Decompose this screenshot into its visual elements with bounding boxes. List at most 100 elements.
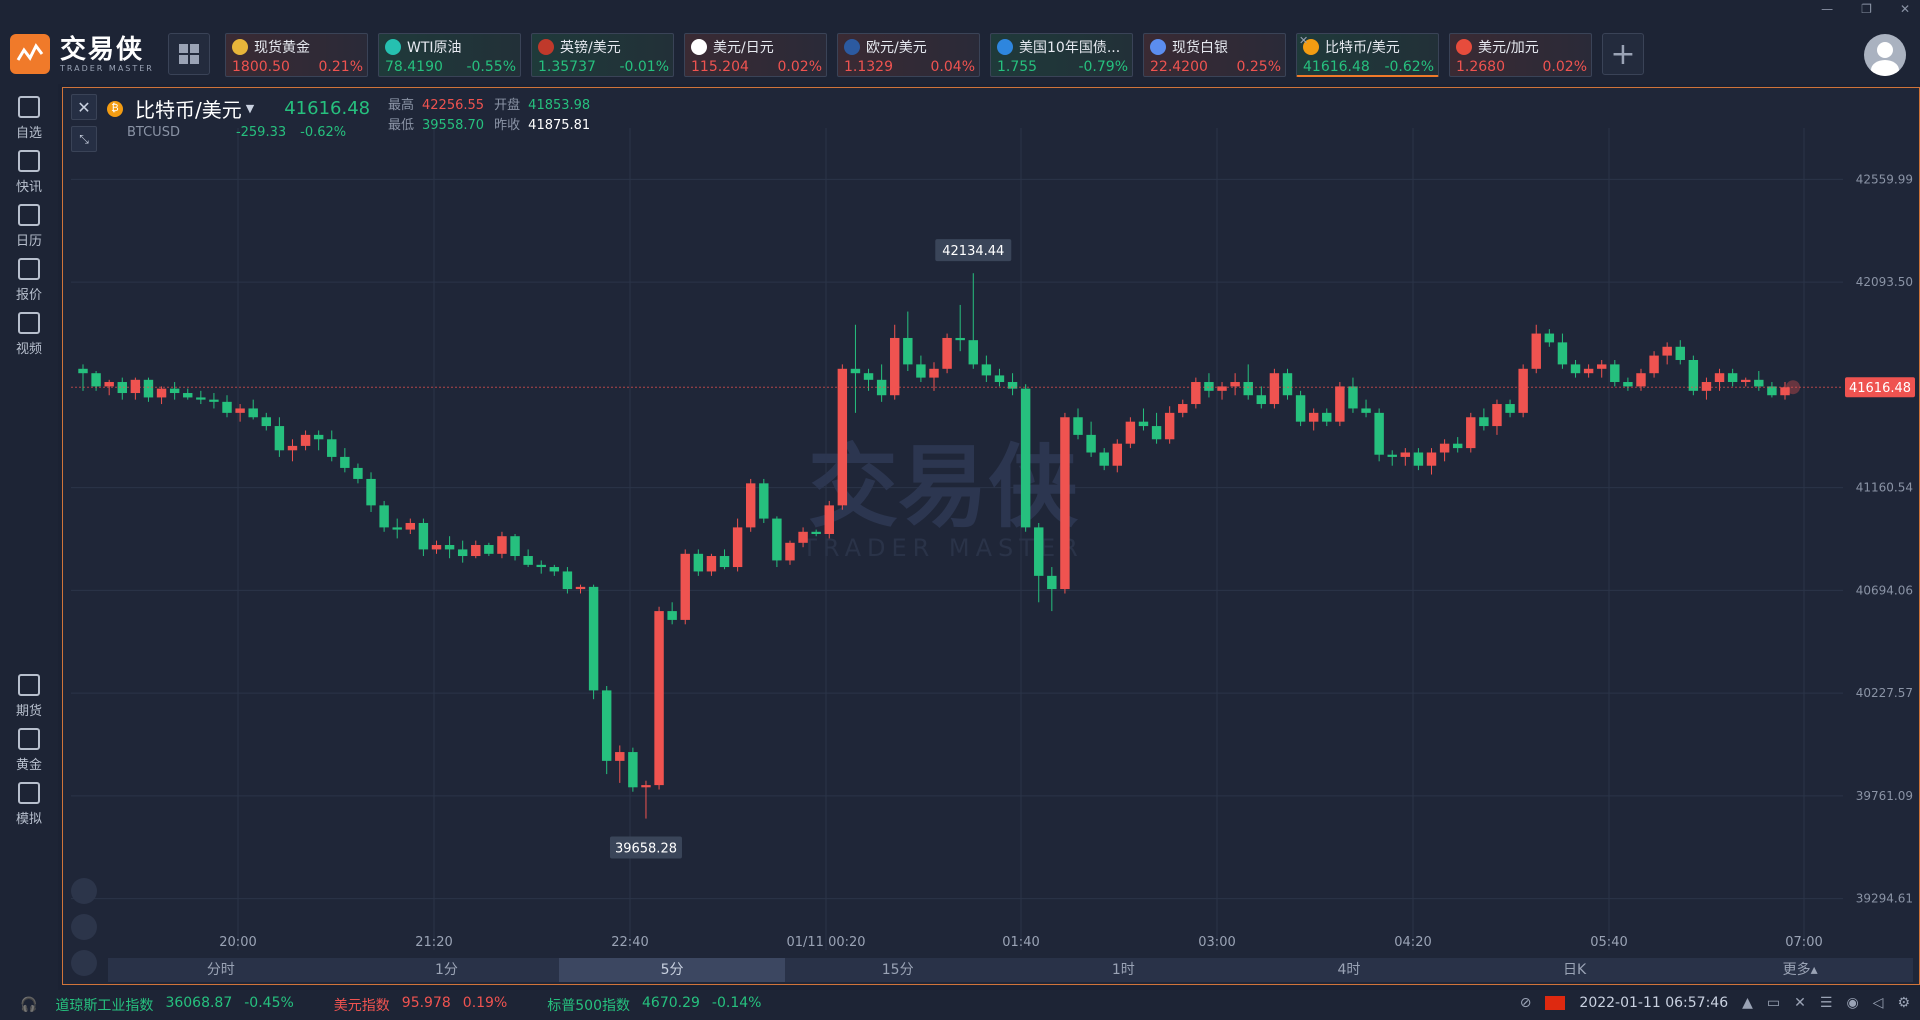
candle-body: [1701, 382, 1712, 391]
instrument-tab[interactable]: WTI原油 78.4190 -0.55%: [378, 33, 521, 77]
index-item[interactable]: 道琼斯工业指数 36068.87 -0.45%: [55, 995, 293, 1015]
candle-body: [379, 505, 389, 528]
prev-close-label: 昨收: [494, 118, 521, 133]
collapse-button[interactable]: ⤡: [71, 126, 97, 152]
open-label: 开盘: [494, 98, 521, 113]
close-chart-button[interactable]: ✕: [71, 94, 97, 120]
tab-price: 1.35737: [538, 59, 596, 75]
timeframe-tab[interactable]: 分时: [206, 962, 235, 978]
minimize-icon[interactable]: —: [1821, 2, 1834, 16]
restore-icon[interactable]: ❐: [1861, 2, 1872, 16]
candle-body: [327, 439, 337, 457]
chevron-down-icon[interactable]: ▼: [245, 102, 255, 115]
timeframe-tab[interactable]: 日K: [1562, 962, 1587, 978]
y-tick-label: 39761.09: [1856, 789, 1913, 803]
candle-body: [1060, 417, 1070, 590]
sidebar-item[interactable]: 黄金: [0, 728, 58, 773]
candle-body: [824, 505, 834, 535]
sidebar-item[interactable]: 快讯: [0, 150, 58, 195]
settings-icon[interactable]: ⚙: [1897, 995, 1910, 1011]
draw-pen-icon[interactable]: [71, 914, 97, 940]
candle-body: [772, 518, 782, 561]
index-value: 4670.29: [642, 995, 700, 1011]
instrument-tab[interactable]: 英镑/美元 1.35737 -0.01%: [531, 33, 674, 77]
instrument-tab[interactable]: ✕ 比特币/美元 41616.48 -0.62%: [1296, 33, 1439, 77]
no-signal-icon[interactable]: ⊘: [1519, 995, 1532, 1011]
candle-body: [471, 545, 481, 557]
app-logo: 交易侠 TRADER MASTER: [10, 34, 154, 74]
timeframe-tab[interactable]: 15分: [881, 962, 914, 978]
sidebar-item[interactable]: 模拟: [0, 782, 58, 827]
timeframe-tab[interactable]: 5分: [559, 958, 785, 982]
index-value: 36068.87: [165, 995, 233, 1011]
sidebar-item[interactable]: 视频: [0, 312, 58, 357]
timeframe-tab[interactable]: 1分: [434, 962, 458, 978]
candle-body: [1230, 382, 1240, 387]
sidebar-item[interactable]: 期货: [0, 674, 58, 719]
add-tab-button[interactable]: +: [1602, 33, 1644, 75]
instrument-tab[interactable]: 美国10年国债... 1.755 -0.79%: [990, 33, 1133, 77]
instrument-tab[interactable]: 现货白银 22.4200 0.25%: [1143, 33, 1286, 77]
tab-price: 22.4200: [1150, 59, 1208, 75]
timeframe-tab[interactable]: 更多▴: [1782, 962, 1818, 978]
instrument-flag-icon: [538, 39, 554, 55]
x-tick-label: 03:00: [1198, 935, 1235, 950]
instrument-flag-icon: [691, 39, 707, 55]
index-change: 0.19%: [462, 995, 508, 1011]
tab-change: 0.02%: [1542, 59, 1587, 75]
candle-body: [785, 542, 795, 561]
watermark-logo: 交易侠: [808, 435, 1079, 540]
instrument-tab[interactable]: 欧元/美元 1.1329 0.04%: [837, 33, 980, 77]
user-avatar[interactable]: [1864, 34, 1906, 76]
datetime: 2022-01-11 06:57:46: [1579, 995, 1729, 1011]
sidebar-item[interactable]: 报价: [0, 258, 58, 303]
tab-name: 英镑/美元: [560, 40, 621, 56]
mute-icon[interactable]: ◁: [1872, 995, 1884, 1011]
sidebar-item[interactable]: 自选: [0, 96, 58, 141]
timeframe-tab[interactable]: 1时: [1111, 962, 1135, 978]
index-item[interactable]: 美元指数 95.978 0.19%: [334, 995, 507, 1015]
candle-body: [418, 522, 429, 550]
instrument-tab[interactable]: 现货黄金 1800.50 0.21%: [225, 33, 368, 77]
chart-tools: [71, 878, 97, 986]
candle-body: [235, 408, 245, 413]
close-icon[interactable]: ✕: [1899, 2, 1910, 16]
sidebar-item[interactable]: 日历: [0, 204, 58, 249]
close-tab-icon[interactable]: ✕: [1299, 34, 1309, 47]
tools-icon[interactable]: ✕: [1794, 995, 1806, 1011]
screen-icon[interactable]: ▭: [1766, 995, 1781, 1011]
gold-icon: [18, 728, 40, 750]
candle-body: [209, 399, 219, 402]
candle-body: [78, 368, 88, 374]
candle-body: [1034, 527, 1044, 576]
tab-name: 现货白银: [1172, 40, 1228, 56]
symbol-name[interactable]: 比特币/美元: [135, 98, 242, 122]
top-bar: — ❐ ✕ 交易侠 TRADER MASTER 现货黄金 1800.50 0.21%…: [0, 0, 1920, 84]
indicator-icon[interactable]: [71, 878, 97, 904]
candle-body: [706, 556, 717, 572]
low-value: 39558.70: [422, 118, 485, 133]
instrument-tab[interactable]: 美元/日元 115.204 0.02%: [684, 33, 827, 77]
instrument-flag-icon: [997, 39, 1013, 55]
timeframe-tab[interactable]: 4时: [1337, 962, 1361, 978]
expand-up-icon[interactable]: ▲: [1742, 995, 1753, 1011]
tab-name: 比特币/美元: [1325, 40, 1400, 56]
index-item[interactable]: 标普500指数 4670.29 -0.14%: [547, 995, 761, 1015]
tab-name: 美元/日元: [713, 40, 774, 56]
tab-name: 欧元/美元: [866, 40, 927, 56]
layout-grid-button[interactable]: [168, 33, 210, 75]
candle-body: [1335, 386, 1345, 422]
headset-icon[interactable]: 🎧: [20, 997, 38, 1013]
list-icon[interactable]: ☰: [1819, 995, 1833, 1011]
candle-body: [1256, 395, 1267, 405]
line-style-icon[interactable]: [71, 950, 97, 976]
instrument-tab[interactable]: 美元/加元 1.2680 0.02%: [1449, 33, 1592, 77]
candle-body: [1570, 364, 1581, 374]
candle-body: [117, 382, 127, 394]
camera-icon[interactable]: ◉: [1846, 995, 1859, 1011]
candle-body: [261, 417, 272, 427]
candle-body: [1413, 452, 1424, 466]
candlestick-chart[interactable]: 42559.99 42093.50 41160.54 40694.06 40227.57…: [63, 88, 1920, 986]
candle-body: [955, 337, 965, 341]
